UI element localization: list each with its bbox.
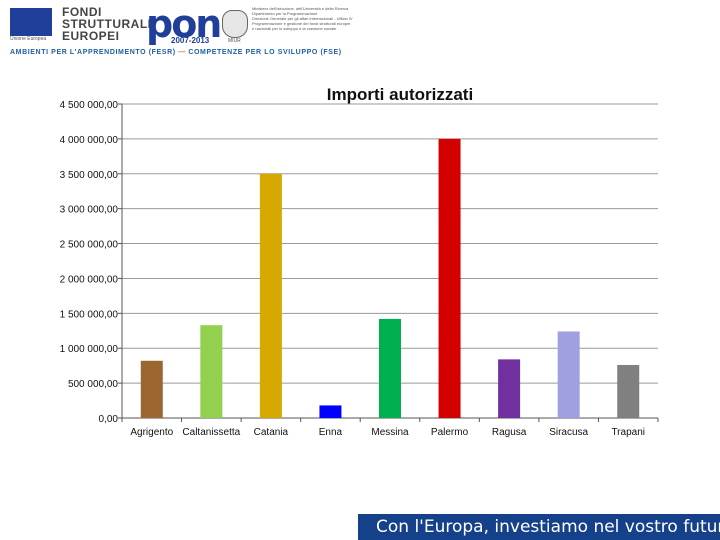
bar [438, 138, 461, 418]
x-tick-label: Caltanissetta [182, 427, 240, 438]
y-tick-label: 1 500 000,00 [60, 309, 119, 320]
chart-title: Importi autorizzati [326, 85, 474, 104]
y-tick-label: 500 000,00 [68, 379, 118, 390]
ministry-line: Programmazione e gestione dei fondi stru… [252, 21, 351, 26]
ministry-line: Dipartimento per la Programmazione [252, 11, 318, 16]
x-tick-label: Siracusa [549, 427, 588, 438]
x-tick-label: Messina [371, 427, 409, 438]
bar [498, 359, 521, 418]
y-tick-label: 3 000 000,00 [60, 205, 119, 216]
bar-chart: 0,00 500 000,00 1 000 000,00 1 500 000,00 2 … [60, 100, 659, 438]
bar [200, 325, 223, 418]
x-tick-label: Catania [254, 427, 289, 438]
ministry-text: Ministero dell'Istruzione, dell'Universi… [252, 6, 362, 31]
header-taglines: AMBIENTI PER L'APPRENDIMENTO (FESR) — CO… [10, 49, 342, 56]
eu-caption: Unione Europea [10, 36, 47, 42]
x-tick-label: Ragusa [492, 427, 527, 438]
x-tick-label: Agrigento [130, 427, 173, 438]
footer-slogan: Con l'Europa, investiamo nel vostro futu… [358, 514, 720, 540]
fondi-line: STRUTTURALI [62, 17, 152, 31]
fondi-line: FONDI [62, 5, 102, 19]
bar [617, 364, 640, 418]
emblem-caption: MIUR [228, 38, 241, 44]
right-tagline: COMPETENZE PER LO SVILUPPO (FSE) [188, 49, 342, 56]
ministry-line: Ministero dell'Istruzione, dell'Universi… [252, 6, 349, 11]
x-tick-label: Palermo [431, 427, 469, 438]
tagline-separator: — [178, 49, 186, 56]
x-tick-label: Enna [319, 427, 343, 438]
bar [140, 360, 163, 418]
eu-flag-logo [10, 8, 52, 36]
pon-logo: pon [146, 2, 222, 46]
ministry-line: e nazionali per lo sviluppo e la coesion… [252, 26, 337, 31]
bar [379, 318, 401, 418]
fondi-line: EUROPEI [62, 29, 120, 43]
ministry-line: Direzione Generale per gli affari intern… [252, 16, 353, 21]
bar [319, 405, 342, 418]
fondi-strutturali-logo: FONDI STRUTTURALI EUROPEI [62, 5, 152, 43]
left-tagline: AMBIENTI PER L'APPRENDIMENTO (FESR) [10, 49, 176, 56]
bar [259, 173, 282, 418]
x-tick-label: Trapani [611, 427, 645, 438]
y-tick-label: 2 000 000,00 [60, 274, 119, 285]
pon-years: 2007-2013 [171, 36, 210, 45]
y-tick-label: 2 500 000,00 [60, 240, 119, 251]
y-tick-label: 4 000 000,00 [60, 135, 119, 146]
y-tick-label: 3 500 000,00 [60, 170, 119, 181]
y-tick-label: 4 500 000,00 [60, 100, 119, 111]
republic-emblem [222, 10, 248, 38]
y-tick-label: 1 000 000,00 [60, 344, 119, 355]
bar [557, 331, 580, 418]
y-tick-label: 0,00 [99, 414, 119, 425]
